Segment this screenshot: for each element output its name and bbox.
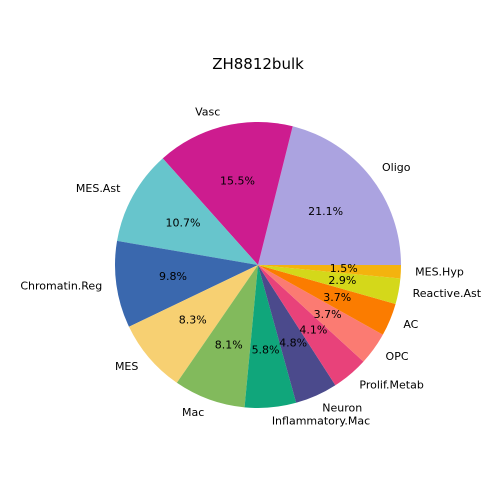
slice-label-mac: Mac [182,406,204,419]
pie-slice-reactive-ast [258,265,401,305]
pie-slice-neuron [258,265,336,403]
slice-label-oligo: Oligo [382,161,411,174]
pie-slice-prolif-metab [258,265,364,386]
slice-label-opc: OPC [386,350,409,363]
slice-label-chromatin-reg: Chromatin.Reg [20,280,102,293]
slice-label-mes: MES [115,360,138,373]
slice-label-ac: AC [403,318,418,331]
pie-slice-inflammatory-mac [244,265,297,409]
pie-slice-mes-ast [117,158,258,265]
pie-slice-mes [128,265,258,383]
pie-slice-vasc [162,121,293,265]
pie-slice-mes-hyp [258,265,402,279]
pct-label-oligo: 21.1% [308,205,343,218]
slice-label-neuron: Neuron [322,402,362,415]
pct-label-mac: 8.1% [215,339,243,352]
pct-label-neuron: 4.8% [279,336,307,349]
slice-label-inflammatory-mac: Inflammatory.Mac [272,415,370,428]
pct-label-reactive-ast: 2.9% [328,274,356,287]
pie-slice-opc [258,265,383,362]
slice-label-mes-hyp: MES.Hyp [415,265,464,278]
pct-label-opc: 3.7% [314,308,342,321]
slice-label-prolif-metab: Prolif.Metab [359,378,423,391]
pct-label-prolif-metab: 4.1% [299,324,327,337]
pie-slice-mac [176,265,258,408]
slice-label-vasc: Vasc [195,105,220,118]
pie-slice-oligo [258,126,401,266]
pct-label-vasc: 15.5% [220,175,255,188]
pct-label-mes-hyp: 1.5% [330,262,358,275]
pie-slices [114,121,402,409]
pie-labels: Oligo 21.1% Vasc 15.5% MES.Ast 10.7% Chromatin… [20,105,481,427]
slice-label-mes-ast: MES.Ast [76,182,121,195]
chart-title: ZH8812bulk [212,55,304,73]
pct-label-mes: 8.3% [179,314,207,327]
pie-slice-chromatin-reg [114,240,258,327]
pct-label-chromatin-reg: 9.8% [159,270,187,283]
pct-label-ac: 3.7% [323,291,351,304]
pie-slice-ac [258,265,396,335]
slice-label-reactive-ast: Reactive.Ast [413,287,482,300]
pct-label-inflammatory-mac: 5.8% [252,343,280,356]
pct-label-mes-ast: 10.7% [165,216,200,229]
